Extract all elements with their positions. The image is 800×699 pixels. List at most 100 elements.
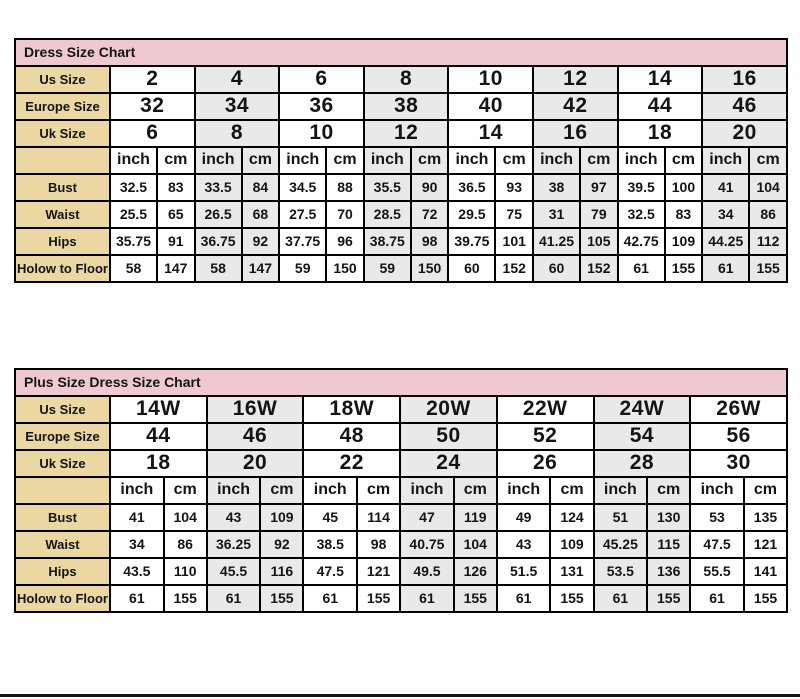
measurement-inch-cell: 44.25 [701, 227, 751, 256]
measurement-cm-cell: 112 [748, 227, 789, 256]
measurement-inch-cell: 41 [701, 173, 751, 202]
measurement-cm-cell: 88 [325, 173, 365, 202]
size-value-cell: 18 [616, 119, 704, 148]
measurement-cm-cell: 110 [162, 557, 208, 586]
unit-inch-header: inch [399, 476, 455, 505]
unit-cm-header: cm [494, 146, 535, 175]
size-value-cell: 46 [701, 92, 789, 121]
measurement-cm-cell: 104 [162, 503, 208, 532]
measurement-inch-cell: 58 [193, 254, 243, 283]
measurement-cm-cell: 83 [663, 200, 704, 229]
measurement-inch-cell: 45 [302, 503, 359, 532]
measurement-inch-cell: 61 [205, 584, 262, 613]
unit-cm-header: cm [240, 146, 281, 175]
size-value-cell: 12 [362, 119, 450, 148]
row-label: Us Size [14, 395, 111, 424]
measurement-cm-cell: 68 [240, 200, 281, 229]
unit-inch-header: inch [447, 146, 497, 175]
size-value-cell: 42 [532, 92, 619, 121]
measurement-cm-cell: 155 [549, 584, 595, 613]
size-value-cell: 44 [616, 92, 704, 121]
row-label: Europe Size [14, 92, 111, 121]
measurement-inch-cell: 40.75 [399, 530, 455, 559]
measurement-inch-cell: 25.5 [109, 200, 158, 229]
measurement-inch-cell: 42.75 [616, 227, 666, 256]
measurement-inch-cell: 61 [495, 584, 552, 613]
unit-cm-header: cm [155, 146, 196, 175]
measurement-cm-cell: 152 [579, 254, 619, 283]
size-value-cell: 22 [302, 449, 402, 478]
measurement-inch-cell: 36.75 [193, 227, 243, 256]
measurement-inch-cell: 49.5 [399, 557, 455, 586]
size-value-cell: 52 [495, 422, 595, 451]
size-value-cell: 26W [689, 395, 789, 424]
measurement-cm-cell: 155 [162, 584, 208, 613]
row-label: Holow to Floor [14, 584, 111, 613]
row-label: Uk Size [14, 449, 111, 478]
row-label: Hips [14, 227, 111, 256]
measurement-inch-cell: 55.5 [689, 557, 745, 586]
measurement-cm-cell: 121 [742, 530, 789, 559]
size-value-cell: 14 [616, 65, 704, 94]
row-label: Bust [14, 503, 111, 532]
measurement-inch-cell: 61 [701, 254, 751, 283]
measurement-inch-cell: 36.5 [447, 173, 497, 202]
size-value-cell: 10 [278, 119, 365, 148]
size-value-cell: 38 [362, 92, 450, 121]
measurement-inch-cell: 43 [205, 503, 262, 532]
size-value-cell: 26 [495, 449, 595, 478]
measurement-cm-cell: 131 [549, 557, 595, 586]
unit-cm-header: cm [646, 476, 692, 505]
measurement-cm-cell: 135 [742, 503, 789, 532]
measurement-inch-cell: 61 [399, 584, 455, 613]
size-value-cell: 44 [109, 422, 208, 451]
measurement-cm-cell: 98 [356, 530, 402, 559]
measurement-cm-cell: 109 [549, 530, 595, 559]
size-value-cell: 20 [205, 449, 305, 478]
measurement-inch-cell: 60 [532, 254, 581, 283]
measurement-cm-cell: 96 [325, 227, 365, 256]
measurement-cm-cell: 83 [155, 173, 196, 202]
measurement-cm-cell: 86 [748, 200, 789, 229]
size-value-cell: 8 [362, 65, 450, 94]
measurement-cm-cell: 155 [646, 584, 692, 613]
measurement-inch-cell: 39.5 [616, 173, 666, 202]
measurement-inch-cell: 51 [592, 503, 649, 532]
size-value-cell: 20W [399, 395, 498, 424]
measurement-cm-cell: 92 [259, 530, 305, 559]
size-value-cell: 10 [447, 65, 535, 94]
measurement-cm-cell: 79 [579, 200, 619, 229]
measurement-inch-cell: 33.5 [193, 173, 243, 202]
row-label: Waist [14, 530, 111, 559]
size-value-cell: 46 [205, 422, 305, 451]
measurement-cm-cell: 147 [240, 254, 281, 283]
size-value-cell: 4 [193, 65, 281, 94]
measurement-inch-cell: 59 [362, 254, 412, 283]
measurement-cm-cell: 91 [155, 227, 196, 256]
dress-size-chart-table: Dress Size Chart Us Size 2 4 6 8 10 12 14 16 Europ… [13, 38, 789, 283]
unit-cm-header: cm [663, 146, 704, 175]
size-value-cell: 6 [109, 119, 196, 148]
measurement-cm-cell: 115 [646, 530, 692, 559]
measurement-cm-cell: 104 [748, 173, 789, 202]
measurement-inch-cell: 43.5 [109, 557, 165, 586]
measurement-inch-cell: 35.75 [109, 227, 158, 256]
size-value-cell: 48 [302, 422, 402, 451]
unit-inch-header: inch [109, 146, 158, 175]
measurement-cm-cell: 109 [259, 503, 305, 532]
row-label: Holow to Floor [14, 254, 111, 283]
unit-inch-header: inch [302, 476, 359, 505]
row-label: Europe Size [14, 422, 111, 451]
unit-cm-header: cm [409, 146, 450, 175]
unit-cm-header: cm [325, 146, 365, 175]
size-value-cell: 54 [592, 422, 692, 451]
measurement-cm-cell: 126 [452, 557, 498, 586]
unit-inch-header: inch [689, 476, 745, 505]
measurement-inch-cell: 59 [278, 254, 328, 283]
unit-cm-header: cm [579, 146, 619, 175]
size-value-cell: 14 [447, 119, 535, 148]
measurement-cm-cell: 116 [259, 557, 305, 586]
measurement-cm-cell: 147 [155, 254, 196, 283]
measurement-cm-cell: 152 [494, 254, 535, 283]
measurement-inch-cell: 61 [689, 584, 745, 613]
